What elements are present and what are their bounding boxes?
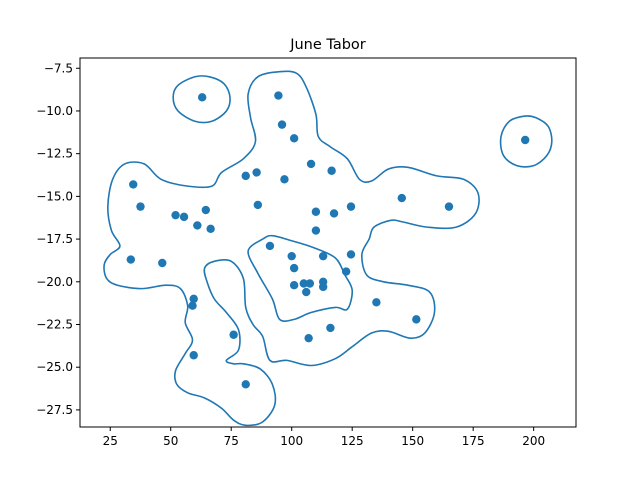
data-point	[304, 333, 313, 343]
data-point	[274, 91, 283, 100]
y-tick-label: −27.5	[36, 403, 73, 417]
x-tick-label: 75	[224, 434, 239, 448]
x-tick-label: 150	[401, 434, 424, 448]
data-point	[289, 134, 299, 143]
data-point	[129, 180, 138, 189]
data-point	[197, 93, 207, 102]
data-point	[277, 120, 287, 129]
data-point	[311, 207, 321, 216]
y-tick-label: −10.0	[36, 104, 73, 118]
y-tick-label: −25.0	[36, 360, 73, 374]
data-point	[289, 281, 299, 290]
data-point	[241, 380, 250, 389]
data-point	[189, 351, 198, 360]
x-tick-label: 125	[341, 434, 364, 448]
data-point	[341, 267, 351, 276]
data-point	[372, 298, 381, 307]
data-point	[171, 210, 180, 220]
data-point	[326, 323, 335, 333]
contour-layer	[103, 70, 553, 427]
y-tick-label: −15.0	[36, 189, 73, 203]
y-tick-label: −22.5	[36, 318, 73, 332]
density-contour	[499, 115, 553, 168]
data-point	[179, 212, 189, 222]
data-point	[253, 200, 263, 210]
axis-layer: 25 50 75 100 125 150 175 200 −7.5 −10.0 −12.5 −15.0…	[36, 61, 545, 448]
data-point	[346, 202, 356, 211]
y-tick-label: −7.5	[44, 61, 73, 75]
data-point	[201, 205, 211, 215]
data-point	[305, 279, 315, 288]
data-point	[289, 263, 299, 273]
density-contour	[247, 234, 354, 322]
y-tick-label: −20.0	[36, 275, 73, 289]
data-point	[311, 226, 321, 235]
data-point	[241, 171, 250, 181]
data-point	[126, 255, 136, 264]
plot-frame	[79, 57, 577, 428]
density-contour	[103, 70, 480, 427]
data-point	[302, 287, 311, 297]
point-layer	[126, 91, 530, 389]
data-point	[206, 224, 215, 234]
x-tick-label: 175	[462, 434, 485, 448]
data-point	[188, 301, 197, 310]
x-tick-label: 100	[280, 434, 303, 448]
y-tick-label: −17.5	[36, 232, 73, 246]
data-point	[158, 258, 167, 268]
x-tick-label: 25	[103, 434, 118, 448]
data-point	[397, 193, 406, 203]
density-contour	[172, 75, 231, 124]
y-tick-label: −12.5	[36, 147, 73, 161]
data-point	[327, 166, 336, 175]
data-point	[318, 251, 328, 261]
data-point	[280, 175, 289, 184]
data-point	[318, 282, 328, 292]
data-point	[306, 159, 316, 169]
data-point	[520, 135, 530, 145]
data-point	[412, 315, 421, 324]
data-point	[346, 250, 356, 259]
data-point	[252, 168, 261, 177]
data-point	[265, 241, 275, 251]
data-point	[193, 221, 202, 230]
x-tick-label: 200	[522, 434, 545, 448]
data-point	[329, 209, 339, 218]
data-point	[444, 202, 454, 211]
data-point	[136, 202, 145, 211]
data-point	[189, 294, 198, 304]
data-point	[299, 279, 309, 288]
data-point	[229, 330, 238, 339]
x-tick-label: 50	[163, 434, 178, 448]
data-point	[287, 251, 296, 261]
chart-title: June Tabor	[289, 37, 366, 53]
